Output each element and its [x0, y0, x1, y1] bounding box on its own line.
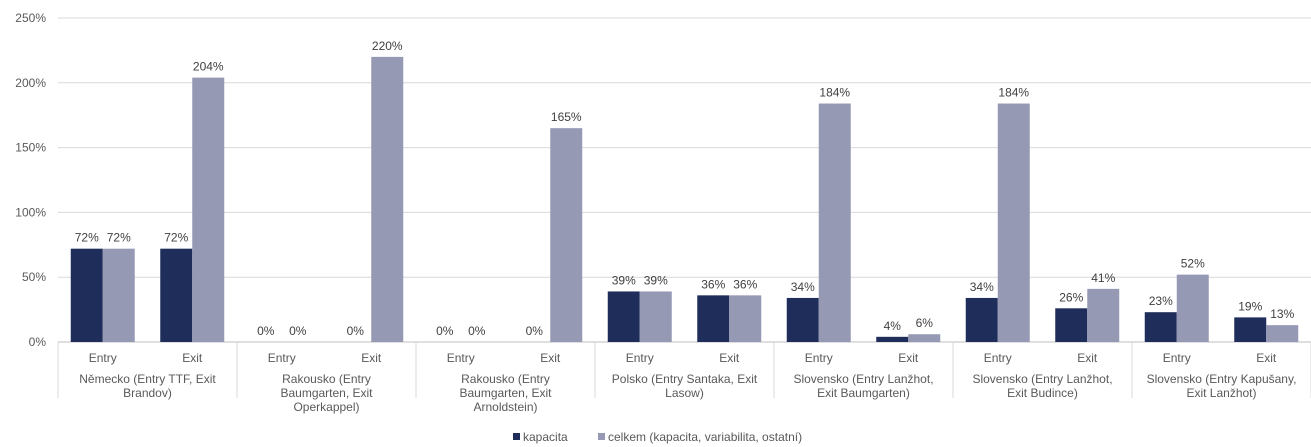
- bar-celkem: [1176, 274, 1209, 342]
- group-label: Slovensko (Entry Lanžhot,: [793, 372, 933, 386]
- group-label: Baumgarten, Exit: [280, 386, 373, 400]
- category-label: Exit: [182, 351, 203, 365]
- data-label: 34%: [791, 280, 815, 294]
- bar-kapacita: [1055, 308, 1088, 342]
- y-tick-label: 250%: [15, 11, 46, 25]
- group-label: Slovensko (Entry Lanžhot,: [972, 372, 1112, 386]
- group-label: Německo (Entry TTF, Exit: [79, 372, 216, 386]
- y-tick-label: 100%: [15, 205, 46, 219]
- bar-celkem: [1087, 288, 1120, 342]
- category-label: Entry: [984, 351, 1012, 365]
- data-label: 41%: [1091, 271, 1115, 285]
- group-label: Exit Baumgarten): [817, 386, 910, 400]
- bar-celkem: [1266, 325, 1299, 342]
- group-label: Slovensko (Entry Kapušany,: [1147, 372, 1297, 386]
- data-label: 72%: [107, 231, 131, 245]
- bar-kapacita: [1234, 317, 1267, 342]
- data-label: 23%: [1149, 294, 1173, 308]
- bar-celkem: [639, 291, 672, 342]
- data-label: 220%: [372, 39, 403, 53]
- bar-celkem: [550, 128, 583, 342]
- bar-celkem: [997, 103, 1030, 342]
- bar-kapacita: [965, 297, 998, 342]
- group-label: Lasow): [665, 386, 704, 400]
- category-label: Exit: [361, 351, 382, 365]
- data-label: 184%: [819, 86, 850, 100]
- data-label: 165%: [551, 110, 582, 124]
- bar-kapacita: [876, 336, 909, 342]
- data-label: 52%: [1181, 257, 1205, 271]
- category-label: Exit: [898, 351, 919, 365]
- y-tick-label: 150%: [15, 141, 46, 155]
- category-label: Exit: [1256, 351, 1277, 365]
- category-label: Exit: [1077, 351, 1098, 365]
- legend-label: kapacita: [523, 430, 568, 444]
- bar-celkem: [371, 56, 404, 342]
- category-label: Entry: [268, 351, 296, 365]
- legend-swatch: [598, 433, 605, 440]
- group-label: Baumgarten, Exit: [459, 386, 552, 400]
- bar-celkem: [102, 248, 135, 342]
- y-tick-label: 50%: [22, 270, 46, 284]
- data-label: 19%: [1238, 299, 1262, 313]
- data-label: 4%: [884, 319, 902, 333]
- bar-kapacita: [697, 295, 730, 342]
- data-label: 26%: [1059, 290, 1083, 304]
- data-label: 34%: [970, 280, 994, 294]
- data-label: 72%: [164, 231, 188, 245]
- bar-kapacita: [786, 297, 819, 342]
- group-label: Exit Budince): [1007, 386, 1078, 400]
- bar-celkem: [908, 334, 941, 342]
- group-label: Rakousko (Entry: [282, 372, 371, 386]
- data-label: 36%: [733, 277, 757, 291]
- data-label: 0%: [468, 324, 486, 338]
- group-label: Exit Lanžhot): [1186, 386, 1256, 400]
- data-label: 0%: [257, 324, 275, 338]
- group-label: Arnoldstein): [473, 400, 537, 414]
- group-label: Polsko (Entry Santaka, Exit: [612, 372, 758, 386]
- bar-celkem: [729, 295, 762, 342]
- category-label: Entry: [89, 351, 117, 365]
- data-label: 39%: [612, 273, 636, 287]
- bar-kapacita: [607, 291, 640, 342]
- data-label: 0%: [289, 324, 307, 338]
- bar-celkem: [192, 77, 225, 342]
- data-label: 72%: [75, 231, 99, 245]
- group-label: Brandov): [123, 386, 172, 400]
- category-label: Entry: [805, 351, 833, 365]
- group-label: Rakousko (Entry: [461, 372, 550, 386]
- data-label: 0%: [526, 324, 544, 338]
- data-label: 6%: [916, 316, 934, 330]
- y-tick-label: 0%: [29, 335, 47, 349]
- category-label: Entry: [447, 351, 475, 365]
- data-label: 204%: [193, 60, 224, 74]
- bar-kapacita: [70, 248, 103, 342]
- bar-kapacita: [1144, 312, 1177, 342]
- data-label: 13%: [1270, 307, 1294, 321]
- legend-swatch: [513, 433, 520, 440]
- category-label: Exit: [719, 351, 740, 365]
- group-label: Operkappel): [293, 400, 359, 414]
- category-label: Entry: [1163, 351, 1191, 365]
- bar-celkem: [818, 103, 851, 342]
- y-tick-label: 200%: [15, 76, 46, 90]
- category-label: Entry: [626, 351, 654, 365]
- category-label: Exit: [540, 351, 561, 365]
- legend-label: celkem (kapacita, variabilita, ostatní): [608, 430, 802, 444]
- data-label: 184%: [998, 86, 1029, 100]
- data-label: 36%: [701, 277, 725, 291]
- bar-kapacita: [160, 248, 193, 342]
- data-label: 39%: [644, 273, 668, 287]
- data-label: 0%: [436, 324, 454, 338]
- data-label: 0%: [347, 324, 365, 338]
